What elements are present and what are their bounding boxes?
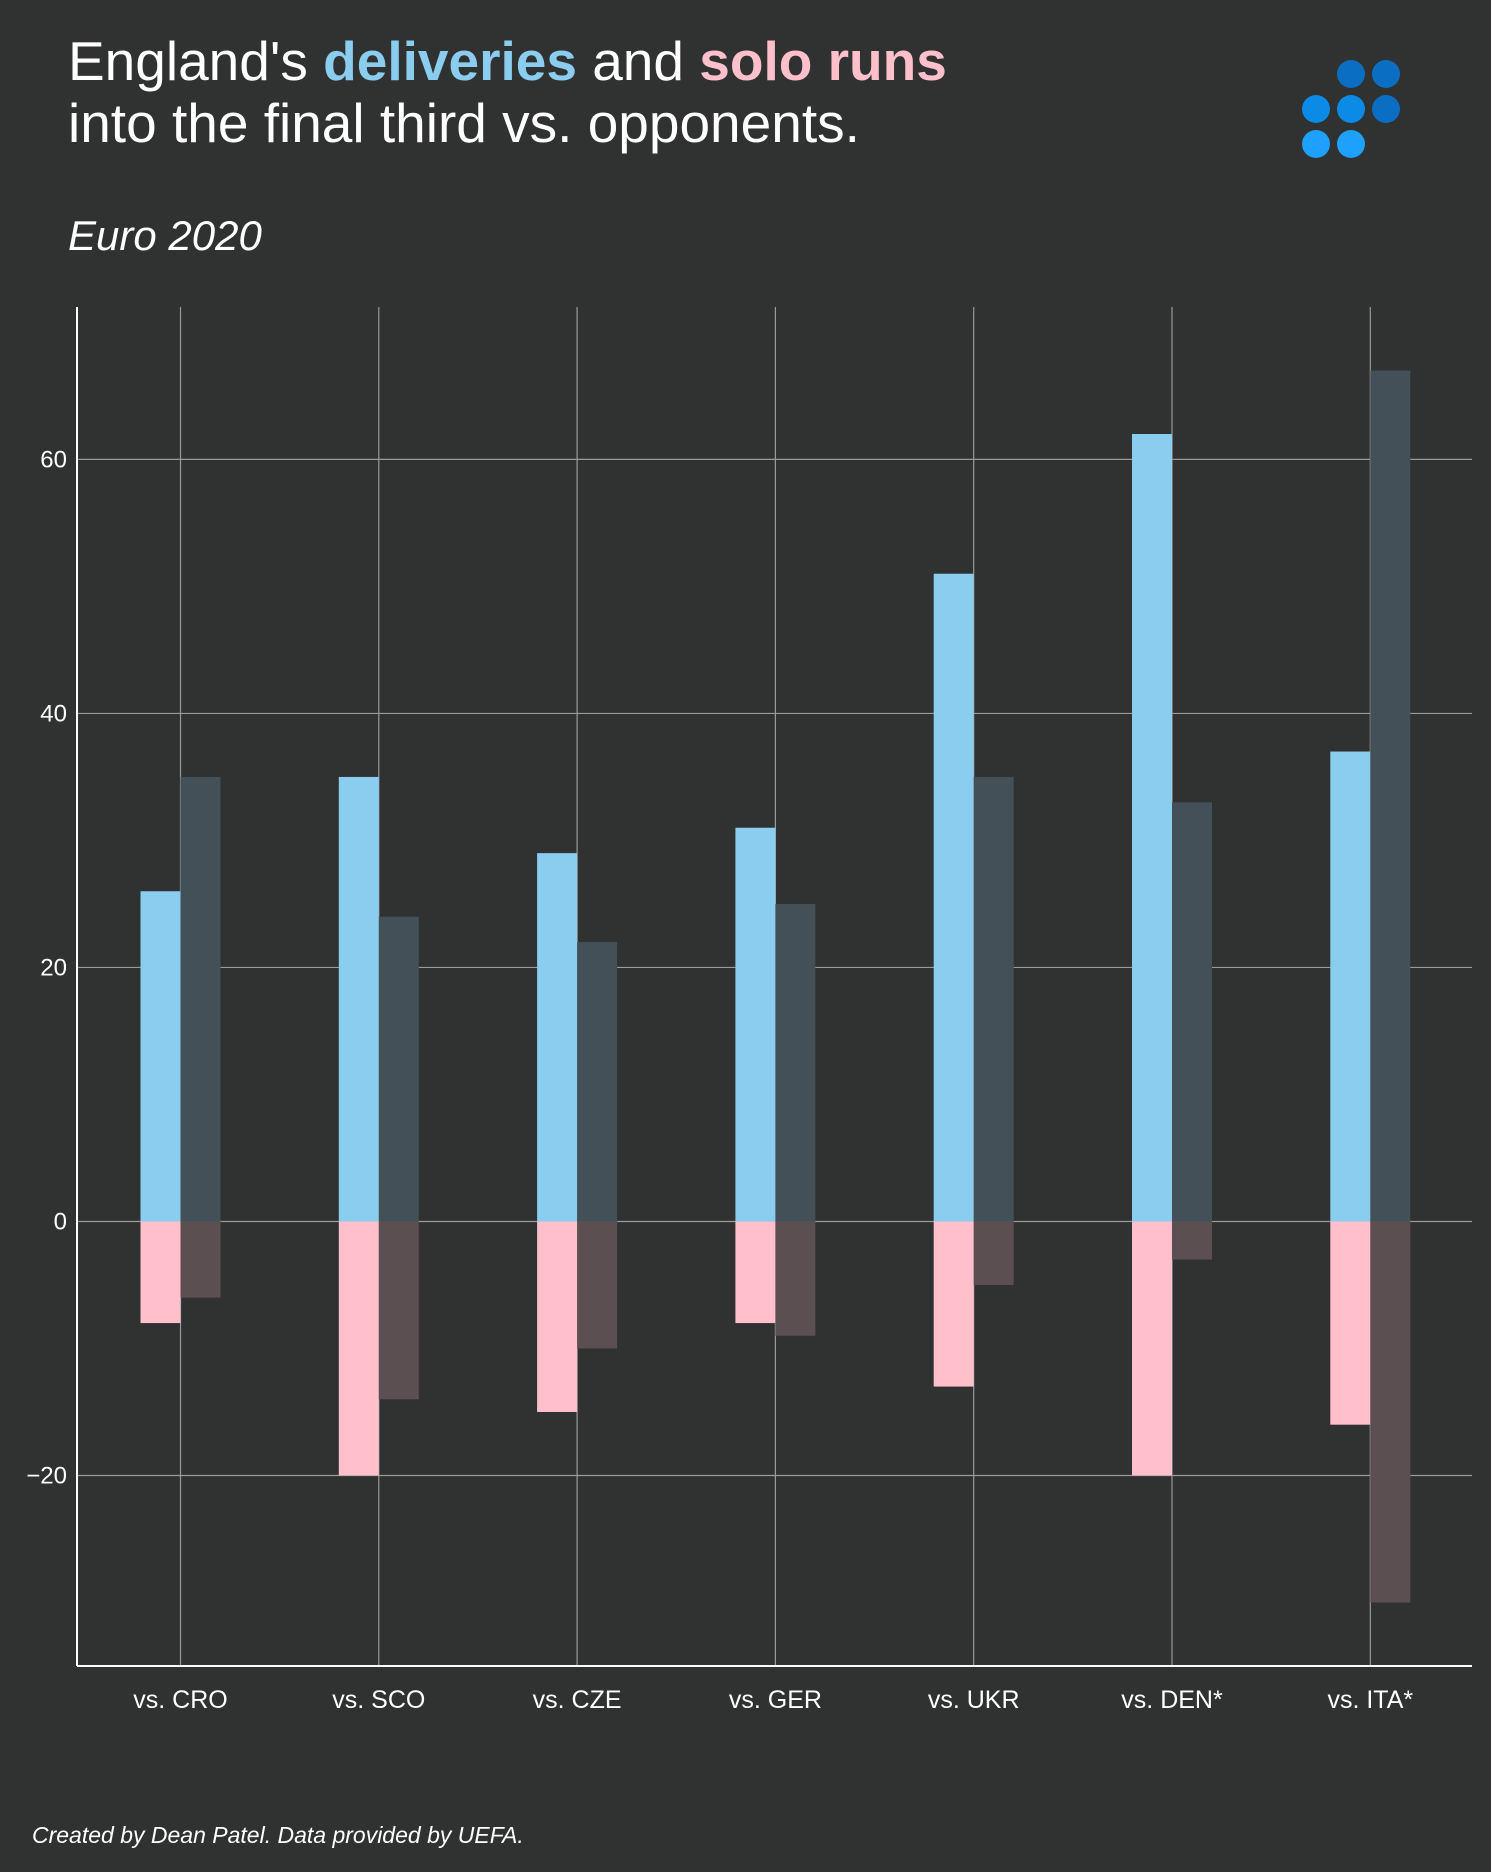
x-tick-label: vs. UKR — [928, 1686, 1020, 1714]
y-tick-label: 60 — [40, 446, 67, 473]
bar-england-solo-runs — [735, 1221, 776, 1324]
title-highlight-deliveries: deliveries — [323, 30, 577, 92]
title-part2: and — [576, 30, 700, 92]
bar-opponent-solo-runs — [577, 1221, 618, 1349]
dot-grid-logo-icon — [1302, 60, 1400, 158]
bar-opponent-solo-runs — [180, 1221, 221, 1298]
chart-subtitle: Euro 2020 — [68, 212, 262, 259]
bar-england-deliveries — [338, 776, 379, 1222]
bar-opponent-solo-runs — [378, 1221, 419, 1400]
bar-opponent-solo-runs — [1370, 1221, 1411, 1603]
logo-dot — [1337, 95, 1365, 123]
bar-opponent-solo-runs — [973, 1221, 1014, 1285]
bar-opponent-deliveries — [1370, 370, 1411, 1222]
x-tick-label: vs. GER — [729, 1686, 822, 1714]
x-tick-label: vs. SCO — [332, 1686, 425, 1714]
x-tick-label: vs. CRO — [133, 1686, 227, 1714]
logo-dot — [1302, 95, 1330, 123]
bar-england-deliveries — [933, 573, 974, 1222]
y-tick-label: 20 — [40, 954, 67, 981]
bar-england-solo-runs — [537, 1221, 578, 1412]
credit-footer: Created by Dean Patel. Data provided by … — [32, 1822, 524, 1848]
x-tick-label: vs. ITA* — [1327, 1686, 1413, 1714]
bar-england-solo-runs — [933, 1221, 974, 1387]
bar-england-deliveries — [140, 891, 181, 1222]
title-highlight-solo-runs: solo runs — [699, 30, 947, 92]
logo-dot — [1337, 130, 1365, 158]
bar-england-deliveries — [537, 853, 578, 1222]
bar-england-solo-runs — [1132, 1221, 1172, 1476]
bar-opponent-deliveries — [577, 942, 618, 1222]
y-tick-label: 40 — [40, 700, 67, 727]
y-tick-label: 0 — [54, 1208, 67, 1235]
x-tick-label: vs. CZE — [533, 1686, 622, 1714]
bar-england-solo-runs — [140, 1221, 181, 1324]
bar-opponent-deliveries — [180, 776, 221, 1222]
bar-opponent-solo-runs — [775, 1221, 816, 1336]
x-tick-label: vs. DEN* — [1121, 1686, 1223, 1714]
logo-dot — [1372, 95, 1400, 123]
bar-england-deliveries — [1132, 434, 1172, 1222]
bar-opponent-solo-runs — [1172, 1221, 1212, 1260]
bar-england-deliveries — [735, 827, 776, 1222]
chart-title: England's deliveries and solo runs into … — [68, 30, 947, 154]
title-part1: England's — [68, 30, 324, 92]
bar-england-solo-runs — [1330, 1221, 1371, 1425]
bar-opponent-deliveries — [378, 916, 419, 1222]
bar-england-deliveries — [1330, 751, 1371, 1222]
logo-dot — [1372, 60, 1400, 88]
logo-dot — [1302, 130, 1330, 158]
bar-england-solo-runs — [338, 1221, 379, 1476]
bar-opponent-deliveries — [1172, 802, 1212, 1222]
bar-opponent-deliveries — [973, 776, 1014, 1222]
y-tick-label: −20 — [26, 1462, 67, 1489]
title-line2: into the final third vs. opponents. — [68, 92, 860, 154]
bar-opponent-deliveries — [775, 903, 816, 1222]
logo-dot — [1337, 60, 1365, 88]
